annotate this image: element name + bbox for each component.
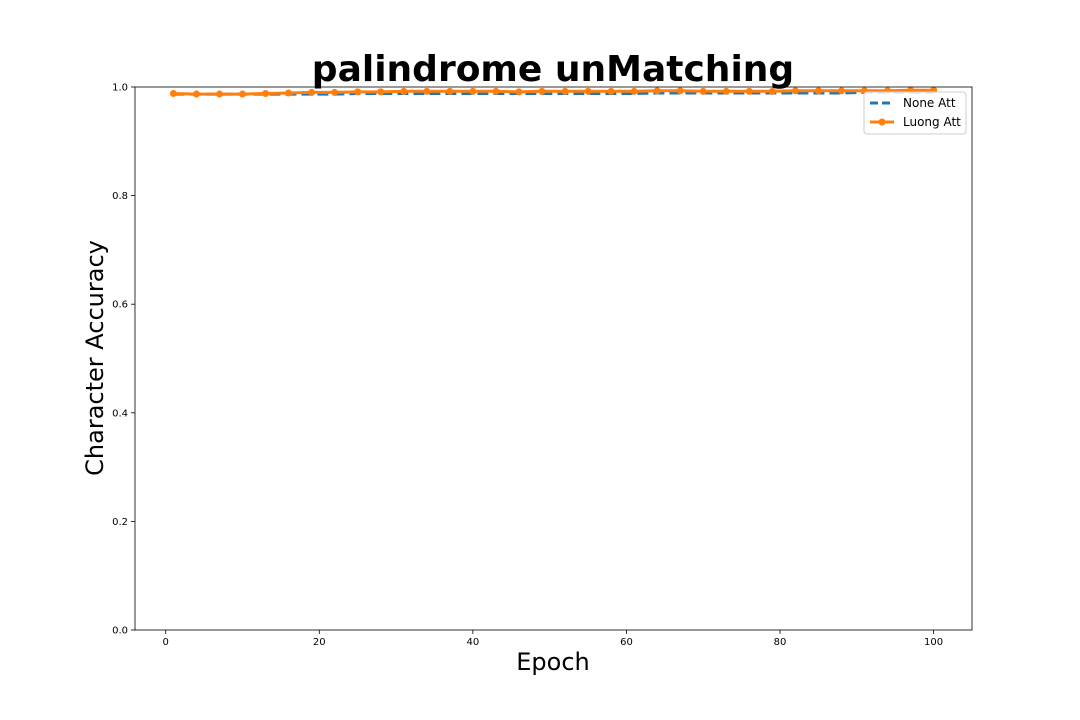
- data-point-luong-att: [607, 87, 615, 95]
- data-point-luong-att: [653, 87, 661, 95]
- data-point-luong-att: [768, 87, 776, 95]
- x-tick-label: 40: [467, 637, 480, 648]
- data-point-luong-att: [169, 90, 177, 98]
- data-point-luong-att: [377, 88, 385, 96]
- data-point-luong-att: [262, 90, 270, 98]
- chart-title: palindrome unMatching: [312, 49, 794, 90]
- x-tick-label: 80: [774, 637, 787, 648]
- data-point-luong-att: [308, 88, 316, 96]
- series-line-none-att: [173, 90, 934, 96]
- data-point-luong-att: [400, 87, 408, 95]
- data-point-luong-att: [561, 87, 569, 95]
- data-point-luong-att: [814, 87, 822, 95]
- y-tick-label: 0.4: [112, 408, 128, 419]
- data-point-luong-att: [331, 88, 339, 96]
- x-axis-label: Epoch: [516, 648, 590, 676]
- data-point-luong-att: [538, 87, 546, 95]
- y-tick-label: 0.0: [112, 626, 128, 637]
- y-tick-label: 1.0: [112, 83, 128, 94]
- legend-label-none-att: None Att: [903, 96, 956, 110]
- data-point-luong-att: [469, 87, 477, 95]
- data-point-luong-att: [285, 89, 293, 97]
- data-point-luong-att: [745, 87, 753, 95]
- data-point-luong-att: [791, 87, 799, 95]
- data-point-luong-att: [699, 87, 707, 95]
- plot-area: 0 20 40 60 80 100 0.0 0.2 0.4 0.6 0.8 1.0: [112, 83, 973, 648]
- legend: None Att Luong Att: [863, 91, 967, 135]
- y-axis-label: Character Accuracy: [81, 240, 109, 476]
- data-point-luong-att: [423, 87, 431, 95]
- x-tick-label: 100: [924, 637, 943, 648]
- data-point-luong-att: [239, 90, 247, 98]
- legend-marker-luong-att: [878, 118, 886, 126]
- plot-frame: [134, 86, 973, 631]
- legend-label-luong-att: Luong Att: [903, 115, 961, 129]
- data-point-luong-att: [722, 87, 730, 95]
- x-tick-label: 0: [163, 637, 169, 648]
- data-point-luong-att: [630, 87, 638, 95]
- data-point-luong-att: [492, 87, 500, 95]
- y-tick-label: 0.2: [112, 517, 128, 528]
- x-tick-label: 20: [313, 637, 326, 648]
- series-line-luong-att: [173, 88, 934, 96]
- data-point-luong-att: [354, 88, 362, 96]
- data-point-luong-att: [837, 87, 845, 95]
- data-point-luong-att: [215, 90, 223, 98]
- x-tick-label: 60: [620, 637, 633, 648]
- data-point-luong-att: [446, 87, 454, 95]
- data-point-luong-att: [192, 90, 200, 98]
- y-tick-label: 0.8: [112, 191, 128, 202]
- data-point-luong-att: [584, 87, 592, 95]
- y-tick-label: 0.6: [112, 300, 128, 311]
- data-point-luong-att: [676, 87, 684, 95]
- data-point-luong-att: [515, 88, 523, 96]
